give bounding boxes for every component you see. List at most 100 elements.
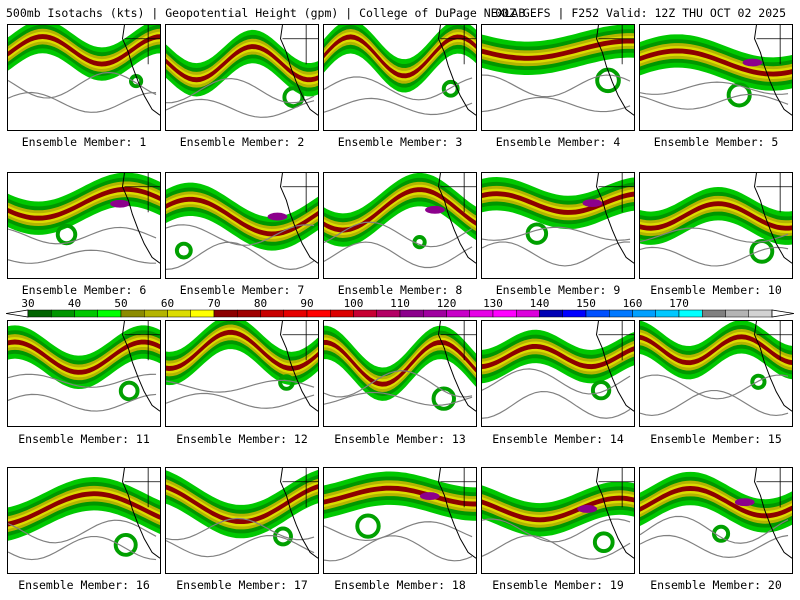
- colorbar-tick-label: 130: [483, 297, 503, 310]
- ensemble-member-caption: Ensemble Member: 3: [337, 135, 463, 149]
- colorbar-swatch: [585, 309, 610, 318]
- isotach-map: [324, 173, 476, 269]
- colorbar-swatch: [562, 309, 587, 318]
- colorbar-right-arrow: [771, 309, 794, 318]
- ensemble-map-panel: [481, 24, 635, 131]
- colorbar-swatch: [399, 309, 424, 318]
- isotach-map: [640, 468, 792, 559]
- ensemble-member-caption: Ensemble Member: 14: [492, 432, 624, 446]
- isotach-map: [482, 25, 634, 116]
- colorbar-swatch: [423, 309, 447, 318]
- colorbar-tick-label: 100: [343, 297, 364, 310]
- ensemble-map-panel: [323, 172, 477, 279]
- ensemble-map-panel: [481, 172, 635, 279]
- ensemble-member-caption: Ensemble Member: 9: [495, 283, 621, 297]
- colorbar-swatch: [446, 309, 470, 318]
- colorbar-swatch: [237, 309, 261, 318]
- ensemble-member-caption: Ensemble Member: 17: [176, 578, 308, 592]
- colorbar-swatch: [283, 309, 308, 318]
- colorbar-tick-label: 120: [436, 297, 457, 310]
- isotach-map: [640, 321, 792, 416]
- ensemble-map-panel: [323, 320, 477, 427]
- colorbar-swatch: [469, 309, 494, 318]
- ensemble-member-caption: Ensemble Member: 20: [650, 578, 782, 592]
- colorbar-tick-label: 40: [67, 297, 82, 310]
- colorbar-swatch: [353, 309, 377, 318]
- isotach-map: [8, 25, 160, 116]
- ensemble-member-caption: Ensemble Member: 6: [21, 283, 147, 297]
- ensemble-map-panel: [481, 467, 635, 574]
- colorbar-swatch: [632, 309, 656, 318]
- isotach-map: [166, 25, 318, 118]
- colorbar-tick-label: 30: [21, 297, 35, 310]
- colorbar-swatch: [376, 309, 401, 318]
- colorbar-tick-label: 110: [390, 297, 410, 310]
- isotach-map: [166, 321, 318, 412]
- header-title: 500mb Isotachs (kts) | Geopotential Heig…: [6, 6, 526, 20]
- colorbar-tick-label: 70: [207, 297, 221, 310]
- colorbar-swatch: [539, 309, 563, 318]
- ensemble-map-panel: [7, 467, 161, 574]
- colorbar-swatch: [609, 309, 633, 318]
- colorbar-swatch: [260, 309, 284, 318]
- colorbar-swatch: [330, 309, 354, 318]
- ensemble-member-caption: Ensemble Member: 15: [650, 432, 782, 446]
- colorbar-swatch: [213, 309, 238, 318]
- ensemble-map-panel: [323, 24, 477, 131]
- ensemble-member-caption: Ensemble Member: 8: [337, 283, 463, 297]
- ensemble-member-caption: Ensemble Member: 16: [18, 578, 150, 592]
- ensemble-member-caption: Ensemble Member: 18: [334, 578, 466, 592]
- ensemble-member-caption: Ensemble Member: 5: [653, 135, 779, 149]
- isotach-map: [640, 25, 792, 116]
- ensemble-member-caption: Ensemble Member: 10: [650, 283, 782, 297]
- colorbar-tick-label: 60: [160, 297, 175, 310]
- colorbar-tick-label: 80: [253, 297, 268, 310]
- isotach-map: [166, 173, 318, 270]
- ensemble-map-panel: [639, 320, 793, 427]
- header-valid-time: 00Z GEFS | F252 Valid: 12Z THU OCT 02 20…: [495, 6, 786, 20]
- colorbar-swatch: [27, 309, 52, 318]
- colorbar-tick-label: 90: [300, 297, 314, 310]
- isotach-map: [324, 321, 476, 412]
- ensemble-map-panel: [165, 467, 319, 574]
- isotach-map: [8, 173, 160, 264]
- ensemble-map-panel: [165, 24, 319, 131]
- colorbar-swatch: [120, 309, 145, 318]
- ensemble-map-panel: [639, 24, 793, 131]
- colorbar-tick-label: 50: [114, 297, 128, 310]
- colorbar-swatch: [702, 309, 726, 318]
- ensemble-member-caption: Ensemble Member: 1: [21, 135, 147, 149]
- isotach-map: [324, 468, 476, 562]
- ensemble-member-caption: Ensemble Member: 2: [179, 135, 305, 149]
- colorbar-swatch: [678, 309, 703, 318]
- colorbar-tick-label: 160: [622, 297, 643, 310]
- ensemble-member-caption: Ensemble Member: 4: [495, 135, 621, 149]
- isotach-map: [166, 468, 318, 559]
- colorbar-tick-label: 170: [669, 297, 689, 310]
- colorbar-swatch: [748, 309, 773, 318]
- ensemble-map-panel: [481, 320, 635, 427]
- isotach-map: [8, 321, 160, 412]
- ensemble-map-panel: [165, 172, 319, 279]
- colorbar-swatch: [655, 309, 680, 318]
- colorbar-swatch: [190, 309, 215, 318]
- colorbar-swatch: [144, 309, 168, 318]
- colorbar-swatch: [167, 309, 191, 318]
- isotach-map: [482, 173, 634, 267]
- colorbar-swatch: [725, 309, 749, 318]
- ensemble-member-caption: Ensemble Member: 11: [18, 432, 150, 446]
- colorbar-swatch: [97, 309, 122, 318]
- ensemble-member-caption: Ensemble Member: 7: [179, 283, 305, 297]
- ensemble-map-panel: [639, 467, 793, 574]
- colorbar-swatch: [306, 309, 331, 318]
- colorbar-swatch: [74, 309, 98, 318]
- isotach-colorbar: [6, 309, 794, 318]
- ensemble-map-panel: [7, 172, 161, 279]
- isotach-map: [482, 468, 634, 560]
- ensemble-member-caption: Ensemble Member: 19: [492, 578, 624, 592]
- ensemble-member-caption: Ensemble Member: 13: [334, 432, 466, 446]
- ensemble-member-caption: Ensemble Member: 12: [176, 432, 308, 446]
- ensemble-map-panel: [639, 172, 793, 279]
- isotach-map: [640, 173, 792, 267]
- isotach-map: [8, 468, 160, 561]
